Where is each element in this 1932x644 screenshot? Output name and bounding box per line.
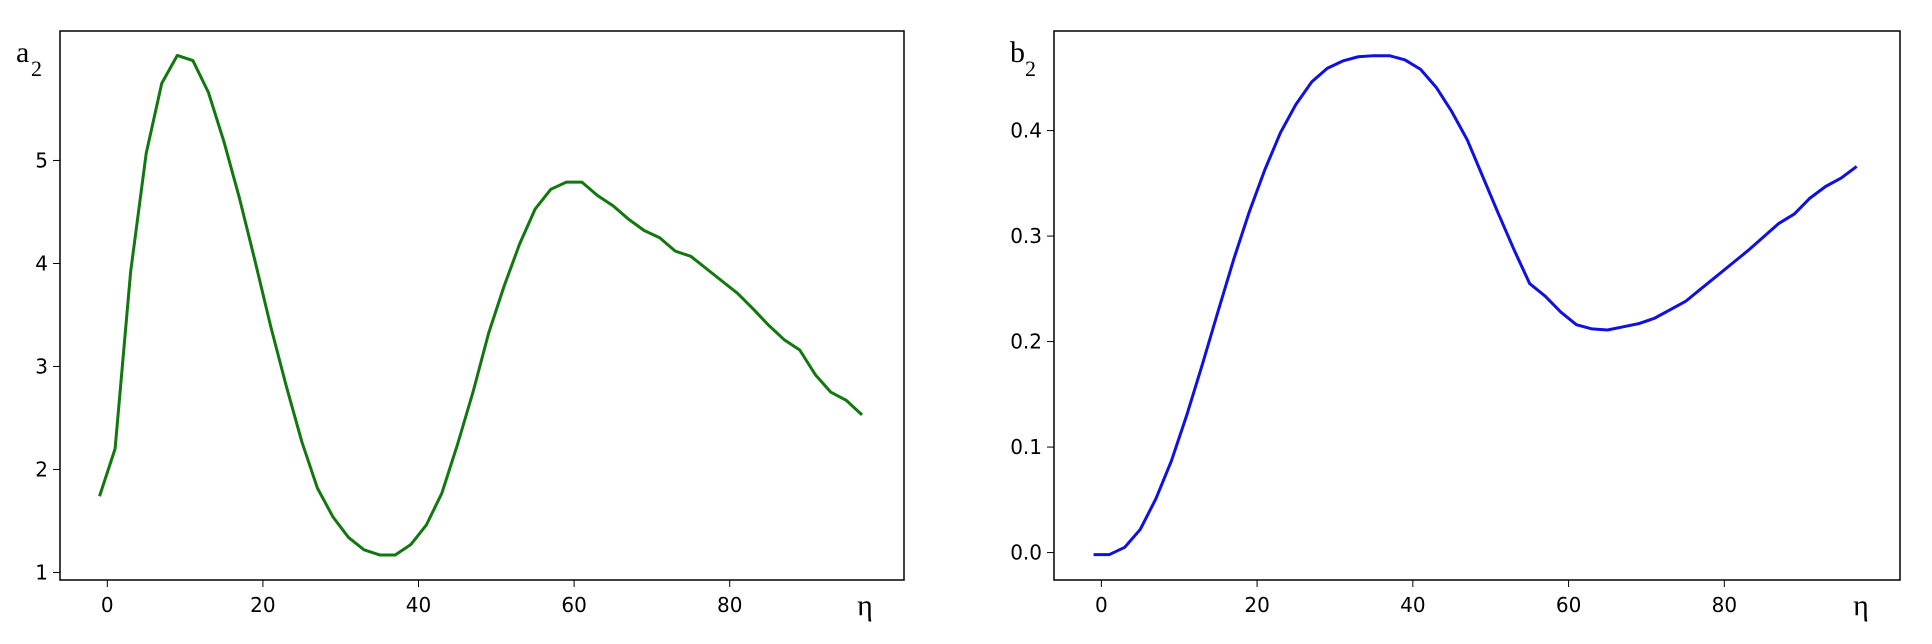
line xyxy=(98,53,864,557)
x-tick-label: 40 xyxy=(406,593,431,617)
x-tick-label: 40 xyxy=(1400,593,1425,617)
x-axis-label: η xyxy=(1853,589,1869,622)
y-tick-label: 0.3 xyxy=(1010,224,1042,248)
line xyxy=(1093,54,1858,557)
y-axis-label: b xyxy=(1010,36,1025,69)
y-tick-label: 2 xyxy=(35,457,48,481)
x-tick-label: 20 xyxy=(250,593,275,617)
x-axis-label: η xyxy=(857,589,873,622)
y-axis-label-sub: 2 xyxy=(31,56,42,81)
x-tick-label: 0 xyxy=(101,593,114,617)
x-tick-label: 60 xyxy=(561,593,586,617)
x-tick-label: 60 xyxy=(1556,593,1581,617)
axes-frame xyxy=(1053,30,1901,581)
y-tick-label: 4 xyxy=(35,251,48,275)
x-tick-label: 80 xyxy=(1712,593,1737,617)
y-axis-label: a xyxy=(16,36,29,69)
y-tick-label: 3 xyxy=(35,354,48,378)
y-tick-label: 1 xyxy=(35,560,48,584)
chart: 0 20 40 60 80 0.0 0.1 0.2 0.3 0.4 b 2 η xyxy=(1010,30,1901,622)
y-tick-label: 0.0 xyxy=(1010,541,1042,565)
x-tick-label: 20 xyxy=(1244,593,1269,617)
x-tick-label: 0 xyxy=(1095,593,1108,617)
y-tick-label: 0.4 xyxy=(1010,119,1042,143)
axes-frame xyxy=(59,30,905,581)
y-tick-label: 0.1 xyxy=(1010,435,1042,459)
y-tick-label: 5 xyxy=(35,148,48,172)
y-tick-label: 0.2 xyxy=(1010,330,1042,354)
x-tick-label: 80 xyxy=(717,593,742,617)
y-axis-label-sub: 2 xyxy=(1025,56,1036,81)
